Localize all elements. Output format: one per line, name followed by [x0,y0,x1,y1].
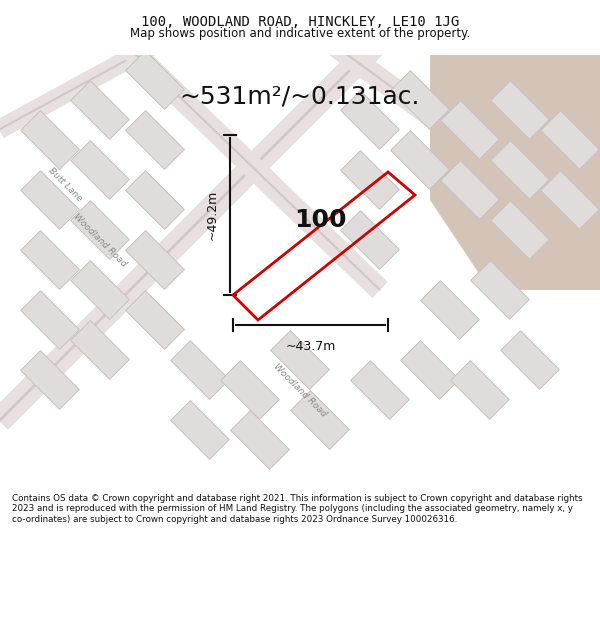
Polygon shape [20,171,79,229]
Polygon shape [71,321,130,379]
Text: ~43.7m: ~43.7m [286,340,335,353]
Polygon shape [401,341,460,399]
Polygon shape [491,141,550,199]
Text: ~49.2m: ~49.2m [205,190,218,240]
Text: ~531m²/~0.131ac.: ~531m²/~0.131ac. [180,85,420,109]
Text: Woodland Road: Woodland Road [72,212,128,268]
Polygon shape [350,361,409,419]
Polygon shape [440,161,499,219]
Polygon shape [541,111,599,169]
Polygon shape [391,71,449,129]
Text: Map shows position and indicative extent of the property.: Map shows position and indicative extent… [130,27,470,39]
Polygon shape [20,231,79,289]
Polygon shape [391,131,449,189]
Polygon shape [71,201,130,259]
Polygon shape [71,261,130,319]
Polygon shape [341,211,400,269]
Text: Contains OS data © Crown copyright and database right 2021. This information is : Contains OS data © Crown copyright and d… [12,494,583,524]
Polygon shape [20,111,79,169]
Polygon shape [125,111,184,169]
Polygon shape [125,51,184,109]
Polygon shape [125,171,184,229]
Polygon shape [440,101,499,159]
Polygon shape [125,291,184,349]
Polygon shape [20,351,79,409]
Text: 100: 100 [294,208,346,232]
Polygon shape [125,231,184,289]
Text: Woodland Road: Woodland Road [272,362,328,418]
Polygon shape [341,91,400,149]
Polygon shape [271,331,329,389]
Polygon shape [451,361,509,419]
Polygon shape [430,55,600,290]
Polygon shape [170,401,229,459]
Polygon shape [230,411,289,469]
Polygon shape [71,141,130,199]
Polygon shape [491,81,550,139]
Polygon shape [491,201,550,259]
Polygon shape [470,261,529,319]
Polygon shape [500,331,559,389]
Polygon shape [221,361,280,419]
Polygon shape [290,391,349,449]
Polygon shape [341,151,400,209]
Text: Butt Lane: Butt Lane [46,166,83,204]
Polygon shape [71,81,130,139]
Polygon shape [541,171,599,229]
Polygon shape [170,341,229,399]
Polygon shape [20,291,79,349]
Polygon shape [421,281,479,339]
Text: 100, WOODLAND ROAD, HINCKLEY, LE10 1JG: 100, WOODLAND ROAD, HINCKLEY, LE10 1JG [141,16,459,29]
